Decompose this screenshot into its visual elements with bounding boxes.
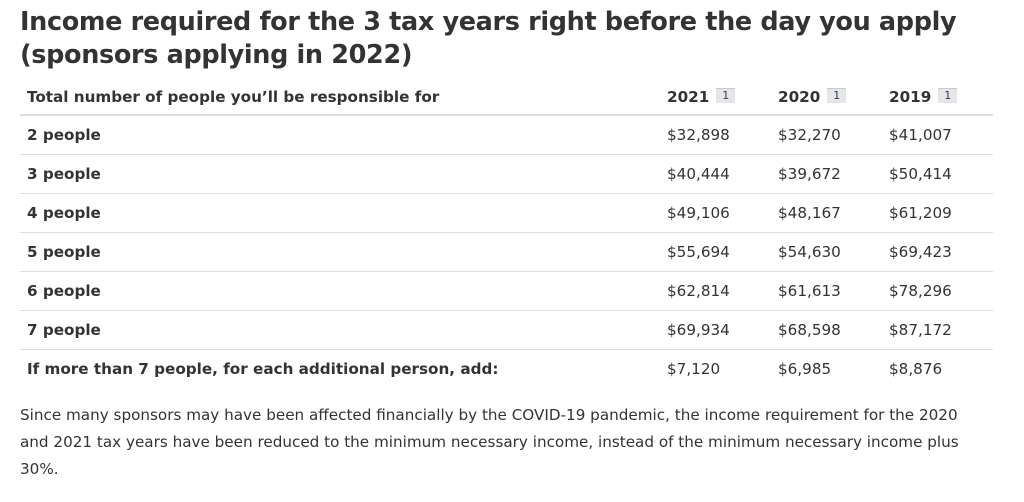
row-label: If more than 7 people, for each addition… [27,360,499,378]
cell-value: $62,814 [660,271,771,311]
header-year-2019: 2019 1 [882,80,993,116]
header-year-label: 2021 [667,88,710,106]
cell-value: $8,876 [889,360,943,378]
cell-value: $55,694 [660,232,771,272]
header-year-label: 2020 [778,88,821,106]
table-row: 4 people $49,106 $48,167 $61,209 [20,193,993,233]
header-year-label: 2019 [889,88,932,106]
table-header-row: Total number of people you’ll be respons… [20,80,993,116]
income-table: Total number of people you’ll be respons… [20,80,993,388]
table-row: 3 people $40,444 $39,672 $50,414 [20,154,993,194]
cell-value: $41,007 [882,115,993,155]
table-row: If more than 7 people, for each addition… [20,350,993,389]
cell-value: $48,167 [771,193,882,233]
header-year-2021: 2021 1 [660,80,771,116]
cell-value: $69,934 [660,310,771,350]
row-label: 3 people [20,154,660,194]
cell-value: $39,672 [771,154,882,194]
footnote-link[interactable]: 1 [827,88,847,103]
header-people-label: Total number of people you’ll be respons… [20,80,660,116]
row-label: 5 people [20,232,660,272]
page-title: Income required for the 3 tax years righ… [20,7,957,70]
row-label: 7 people [20,310,660,350]
row-label: 6 people [20,271,660,311]
cell-value: $61,613 [771,271,882,311]
cell-value: $69,423 [882,232,993,272]
cell-value: $49,106 [660,193,771,233]
cell-value: $32,898 [660,115,771,155]
cell-value: $32,270 [771,115,882,155]
cell-value: $50,414 [882,154,993,194]
row-label: 2 people [20,115,660,155]
footnote-link[interactable]: 1 [716,88,736,103]
covid-note: Since many sponsors may have been affect… [20,406,959,478]
table-row: 6 people $62,814 $61,613 $78,296 [20,271,993,311]
cell-value: $54,630 [771,232,882,272]
cell-value: $68,598 [771,310,882,350]
cell-value: $87,172 [882,310,993,350]
table-row: 7 people $69,934 $68,598 $87,172 [20,310,993,350]
table-row: 5 people $55,694 $54,630 $69,423 [20,232,993,272]
cell-value: $40,444 [660,154,771,194]
cell-value: $7,120 [667,360,721,378]
cell-value: $78,296 [882,271,993,311]
content: Income required for the 3 tax years righ… [20,0,995,483]
header-year-2020: 2020 1 [771,80,882,116]
table-row: 2 people $32,898 $32,270 $41,007 [20,115,993,155]
footnote-link[interactable]: 1 [938,88,958,103]
row-label: 4 people [20,193,660,233]
cell-value: $61,209 [882,193,993,233]
cell-value: $6,985 [778,360,832,378]
